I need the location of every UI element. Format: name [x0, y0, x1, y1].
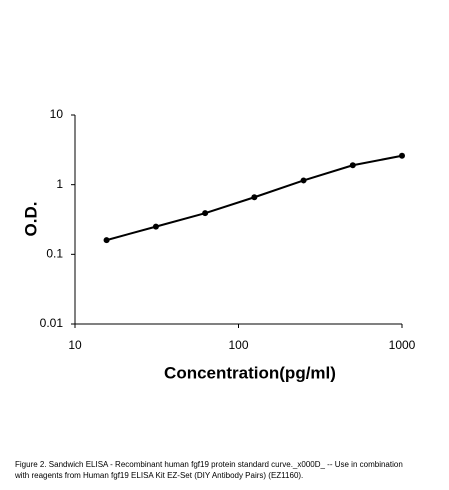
- data-point: [152, 223, 159, 230]
- y-tick-label: 10: [50, 107, 64, 121]
- y-tick-label: 0.01: [40, 316, 64, 330]
- data-point: [202, 210, 209, 217]
- caption: Figure 2. Sandwich ELISA - Recombinant h…: [15, 460, 403, 480]
- y-tick-label: 0.1: [46, 247, 63, 261]
- data-point: [349, 162, 356, 169]
- data-point: [103, 237, 110, 244]
- chart: Concentration(pg/ml) O.D. 0.01 0.1 1 10 10 10…: [21, 107, 416, 382]
- x-tick-label: 10: [68, 338, 82, 352]
- x-tick-label: 1000: [389, 338, 416, 352]
- data-point: [399, 152, 405, 159]
- y-tick-label: 1: [56, 177, 63, 191]
- x-tick-label: 100: [228, 338, 248, 352]
- data-point: [300, 177, 307, 184]
- x-axis-label: Concentration(pg/ml): [164, 363, 336, 382]
- data-point: [251, 194, 258, 201]
- y-axis-label: O.D.: [21, 202, 40, 237]
